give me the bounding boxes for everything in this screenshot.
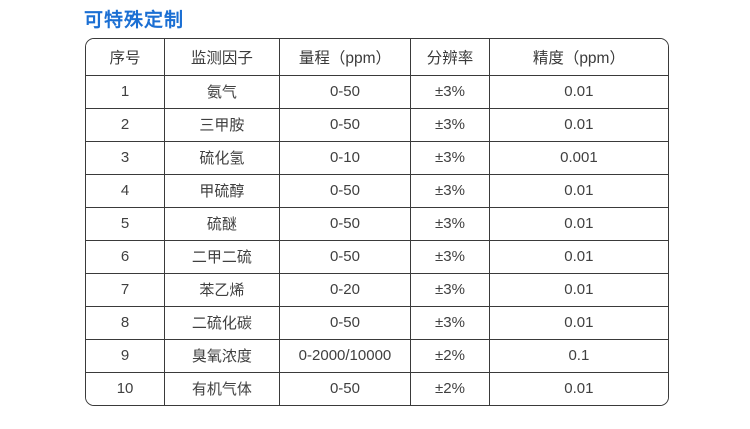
- table-cell: 0-2000/10000: [278, 338, 412, 373]
- table-cell: 4: [86, 173, 166, 208]
- table-cell: ±3%: [410, 140, 490, 175]
- table-cell: 0-50: [278, 239, 412, 274]
- table-cell: 氨气: [164, 74, 280, 109]
- table-cell: 0-50: [278, 371, 412, 405]
- table-cell: 0.1: [488, 338, 668, 373]
- column-header: 序号: [86, 39, 166, 76]
- table-row: 5 硫醚 0-50 ±3% 0.01: [86, 206, 668, 241]
- table-cell: 0.01: [488, 206, 668, 241]
- column-header: 监测因子: [164, 39, 280, 76]
- table-row: 1 氨气 0-50 ±3% 0.01: [86, 74, 668, 109]
- table-cell: 0-50: [278, 74, 412, 109]
- table-cell: ±3%: [410, 74, 490, 109]
- table-row: 9 臭氧浓度 0-2000/10000 ±2% 0.1: [86, 338, 668, 373]
- table-cell: 0.01: [488, 272, 668, 307]
- page-title: 可特殊定制: [84, 10, 185, 31]
- table-cell: 甲硫醇: [164, 173, 280, 208]
- table-row: 10 有机气体 0-50 ±2% 0.01: [86, 371, 668, 405]
- table-cell: 0-50: [278, 206, 412, 241]
- table-cell: ±2%: [410, 371, 490, 405]
- table-cell: 0.01: [488, 371, 668, 405]
- table-cell: 有机气体: [164, 371, 280, 405]
- table-cell: 0.01: [488, 74, 668, 109]
- column-header: 精度（ppm）: [488, 39, 668, 76]
- column-header: 量程（ppm）: [278, 39, 412, 76]
- table-cell: 7: [86, 272, 166, 307]
- table-cell: 2: [86, 107, 166, 142]
- table-cell: 0-50: [278, 173, 412, 208]
- table-cell: 三甲胺: [164, 107, 280, 142]
- table-cell: 臭氧浓度: [164, 338, 280, 373]
- table-cell: 9: [86, 338, 166, 373]
- table-cell: ±3%: [410, 272, 490, 307]
- table-row: 4 甲硫醇 0-50 ±3% 0.01: [86, 173, 668, 208]
- table-cell: 1: [86, 74, 166, 109]
- table-row: 7 苯乙烯 0-20 ±3% 0.01: [86, 272, 668, 307]
- table-cell: 8: [86, 305, 166, 340]
- table-cell: ±3%: [410, 305, 490, 340]
- table-cell: 6: [86, 239, 166, 274]
- table-cell: 0.01: [488, 305, 668, 340]
- table-cell: 0-10: [278, 140, 412, 175]
- table-row: 3 硫化氢 0-10 ±3% 0.001: [86, 140, 668, 175]
- table-cell: 10: [86, 371, 166, 405]
- table-cell: ±3%: [410, 239, 490, 274]
- table-cell: 3: [86, 140, 166, 175]
- table-cell: 0.01: [488, 173, 668, 208]
- table-cell: 5: [86, 206, 166, 241]
- table-row: 6 二甲二硫 0-50 ±3% 0.01: [86, 239, 668, 274]
- spec-table: 序号 监测因子 量程（ppm） 分辨率 精度（ppm） 1 氨气 0-50 ±3% 0.01 2 三…: [86, 39, 668, 405]
- header-row: 序号 监测因子 量程（ppm） 分辨率 精度（ppm）: [86, 39, 668, 76]
- table-body: 1 氨气 0-50 ±3% 0.01 2 三甲胺 0-50 ±3% 0.01 3 硫化氢 0-10 ±3%…: [86, 74, 668, 405]
- table-cell: 0-50: [278, 305, 412, 340]
- table-cell: 0-20: [278, 272, 412, 307]
- table-cell: 二甲二硫: [164, 239, 280, 274]
- table-cell: 0.01: [488, 239, 668, 274]
- table-cell: ±3%: [410, 206, 490, 241]
- table-cell: 0.01: [488, 107, 668, 142]
- table-row: 8 二硫化碳 0-50 ±3% 0.01: [86, 305, 668, 340]
- spec-table-container: 序号 监测因子 量程（ppm） 分辨率 精度（ppm） 1 氨气 0-50 ±3% 0.01 2 三…: [85, 38, 669, 406]
- table-cell: ±3%: [410, 173, 490, 208]
- table-cell: 硫化氢: [164, 140, 280, 175]
- table-cell: 0.001: [488, 140, 668, 175]
- column-header: 分辨率: [410, 39, 490, 76]
- table-cell: 硫醚: [164, 206, 280, 241]
- table-row: 2 三甲胺 0-50 ±3% 0.01: [86, 107, 668, 142]
- table-cell: ±3%: [410, 107, 490, 142]
- table-cell: 二硫化碳: [164, 305, 280, 340]
- table-cell: ±2%: [410, 338, 490, 373]
- table-cell: 0-50: [278, 107, 412, 142]
- table-header: 序号 监测因子 量程（ppm） 分辨率 精度（ppm）: [86, 39, 668, 76]
- table-cell: 苯乙烯: [164, 272, 280, 307]
